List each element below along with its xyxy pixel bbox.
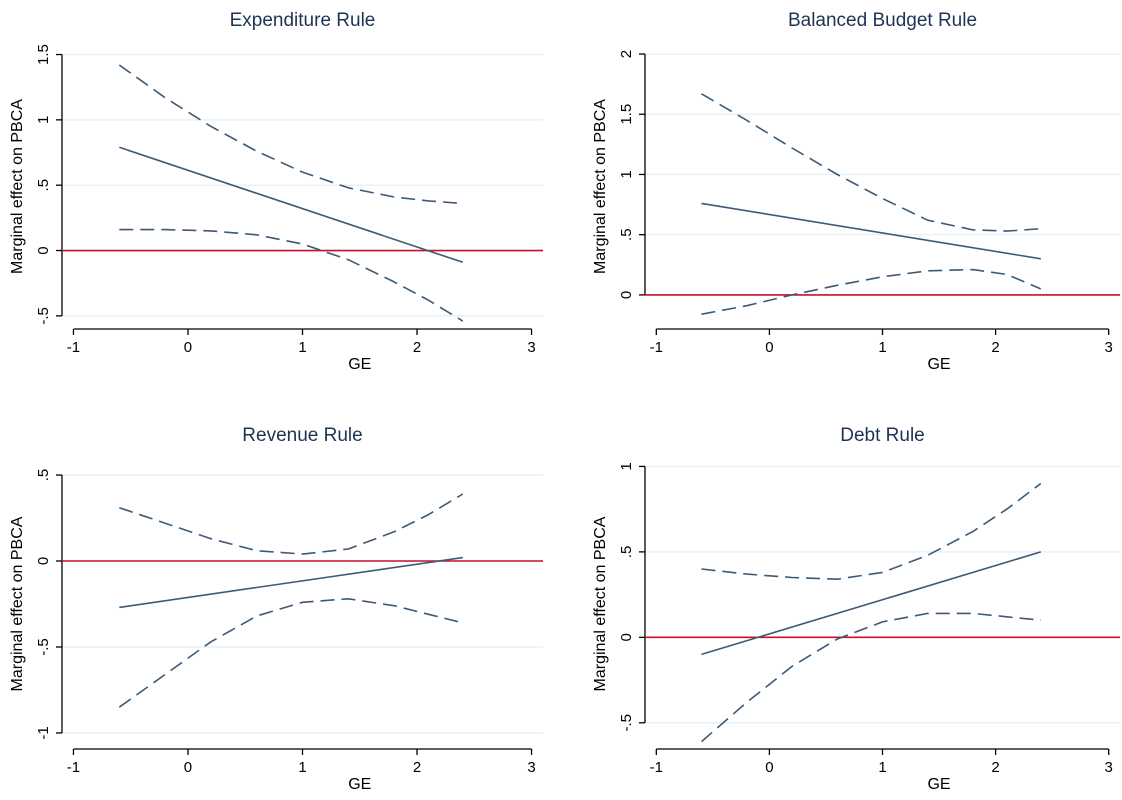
y-tick-label: .5	[618, 228, 635, 241]
lower-ci-line	[119, 228, 464, 322]
chart-title: Debt Rule	[840, 425, 925, 446]
chart-title: Revenue Rule	[242, 425, 362, 446]
chart-panel: 0 .5 1 1.5 2 -1 0 1 2 3 Balanced Budget Rule GE Marg…	[592, 10, 1120, 373]
lower-ci-line	[118, 598, 463, 708]
y-tick-label: -1	[35, 726, 52, 739]
chart-panel: -1 -.5 0 .5 -1 0 1 2 3 Revenue Rule GE Marginal eff…	[9, 425, 543, 793]
estimate-line	[701, 202, 1041, 260]
x-tick-label: -1	[67, 759, 80, 776]
estimate-line	[119, 556, 463, 609]
upper-ci-line	[701, 93, 1041, 232]
x-tick-label: 3	[527, 339, 535, 356]
upper-ci-line	[118, 64, 463, 205]
x-tick-label: 1	[878, 339, 886, 356]
x-tick-label: 2	[991, 759, 999, 776]
y-tick-label: .5	[35, 469, 52, 482]
y-tick-label: 1.5	[35, 44, 52, 65]
y-tick-label: 1	[618, 170, 635, 178]
y-tick-label: 0	[35, 246, 52, 254]
y-tick-label: .5	[35, 179, 52, 192]
y-tick-label: 1.5	[618, 104, 635, 125]
x-tick-label: 2	[991, 339, 999, 356]
x-tick-label: -1	[67, 339, 80, 356]
chart-panel: -.5 0 .5 1 1.5 -1 0 1 2 3 Expenditure Rule GE Margin…	[9, 10, 543, 373]
x-tick-label: 1	[298, 759, 306, 776]
x-axis-label: GE	[348, 776, 371, 793]
y-tick-label: 0	[618, 291, 635, 299]
upper-ci-line	[701, 482, 1042, 580]
x-tick-label: 1	[878, 759, 886, 776]
x-tick-label: 2	[413, 759, 421, 776]
estimate-line	[119, 146, 464, 264]
lower-ci-line	[700, 612, 1041, 743]
chart-panel: -.5 0 .5 1 -1 0 1 2 3 Debt Rule GE Marginal effect …	[592, 425, 1120, 793]
x-tick-label: 0	[765, 339, 773, 356]
y-tick-label: 0	[35, 557, 52, 565]
x-tick-label: 0	[184, 759, 192, 776]
y-tick-label: 2	[618, 50, 635, 58]
x-axis-label: GE	[927, 776, 950, 793]
x-tick-label: 0	[765, 759, 773, 776]
y-tick-label: 1	[35, 116, 52, 124]
x-axis-label: GE	[927, 356, 950, 373]
lower-ci-line	[701, 268, 1042, 315]
y-tick-label: -.5	[35, 307, 52, 325]
estimate-line	[701, 551, 1042, 656]
y-axis-label: Marginal effect on PBCA	[9, 99, 26, 274]
y-tick-label: .5	[618, 546, 635, 559]
x-tick-label: 3	[527, 759, 535, 776]
y-axis-label: Marginal effect on PBCA	[592, 516, 609, 691]
chart-title: Expenditure Rule	[230, 10, 376, 31]
y-tick-label: -.5	[35, 638, 52, 656]
x-tick-label: 1	[298, 339, 306, 356]
y-axis-label: Marginal effect on PBCA	[9, 516, 26, 691]
x-axis-label: GE	[348, 356, 371, 373]
x-tick-label: 0	[184, 339, 192, 356]
upper-ci-line	[119, 493, 464, 555]
x-tick-label: 2	[413, 339, 421, 356]
x-tick-label: -1	[650, 759, 663, 776]
x-tick-label: 3	[1105, 339, 1113, 356]
x-tick-label: -1	[650, 339, 663, 356]
x-tick-label: 3	[1105, 759, 1113, 776]
y-tick-label: 1	[618, 462, 635, 470]
y-tick-label: 0	[618, 633, 635, 641]
chart-title: Balanced Budget Rule	[788, 10, 977, 31]
y-axis-label: Marginal effect on PBCA	[592, 99, 609, 274]
y-tick-label: -.5	[618, 714, 635, 732]
